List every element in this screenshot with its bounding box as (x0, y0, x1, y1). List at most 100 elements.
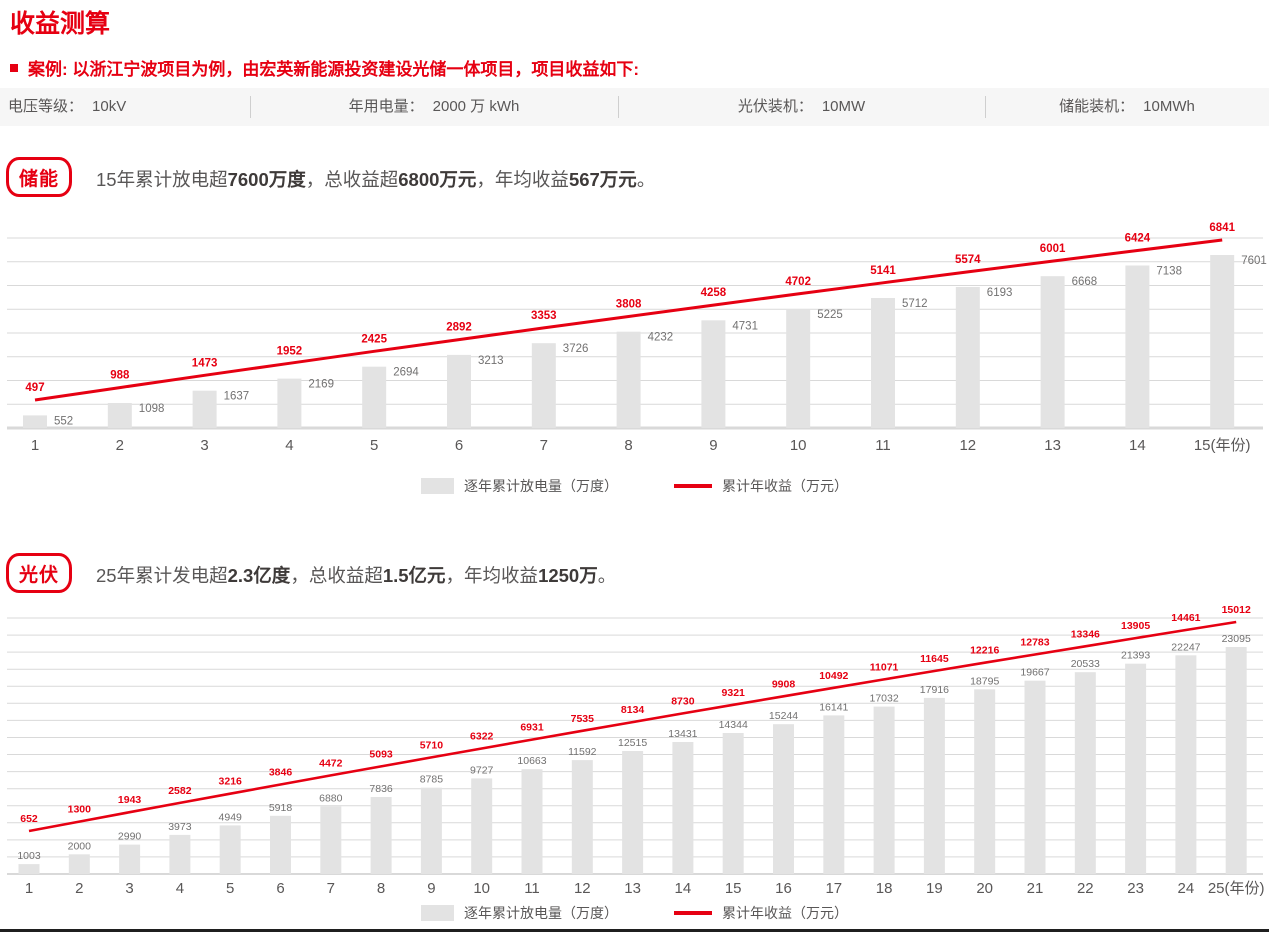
svg-text:2169: 2169 (308, 379, 334, 391)
param-divider (985, 96, 986, 118)
svg-text:1: 1 (25, 880, 33, 897)
svg-text:25(年份): 25(年份) (1208, 880, 1265, 897)
svg-text:3: 3 (200, 437, 208, 454)
svg-text:23: 23 (1127, 880, 1144, 897)
param-label: 储能装机： (1059, 98, 1135, 115)
param-value: 10MWh (1143, 98, 1195, 115)
bar-swatch-icon (421, 478, 454, 494)
case-note-row: 案例: 以浙江宁波项目为例，由宏英新能源投资建设光储一体项目，项目收益如下: (10, 55, 639, 80)
bullet-square-icon (10, 63, 18, 72)
param-label: 光伏装机： (737, 98, 813, 115)
svg-text:24: 24 (1178, 880, 1195, 897)
svg-text:17032: 17032 (869, 693, 898, 705)
param-divider (250, 96, 251, 118)
page-title: 收益测算 (10, 10, 111, 38)
svg-text:4472: 4472 (319, 757, 343, 769)
svg-text:14: 14 (1129, 437, 1146, 454)
svg-text:9908: 9908 (772, 678, 796, 690)
svg-text:4232: 4232 (648, 332, 674, 344)
svg-text:6931: 6931 (520, 722, 544, 734)
legend-item-line: 累计年收益（万元） (674, 903, 848, 923)
svg-text:20533: 20533 (1071, 658, 1100, 670)
line-swatch-icon (674, 911, 712, 915)
svg-text:652: 652 (20, 813, 38, 825)
svg-text:5918: 5918 (269, 802, 293, 814)
param-divider (618, 96, 619, 118)
svg-text:3726: 3726 (563, 343, 589, 355)
svg-text:13: 13 (1044, 437, 1061, 454)
case-note: 案例: 以浙江宁波项目为例，由宏英新能源投资建设光储一体项目，项目收益如下: (28, 60, 640, 79)
svg-text:19667: 19667 (1020, 667, 1049, 679)
svg-text:6668: 6668 (1072, 276, 1098, 288)
svg-text:12216: 12216 (970, 645, 999, 657)
svg-text:15244: 15244 (769, 710, 798, 722)
legend-item-line: 累计年收益（万元） (674, 476, 848, 496)
svg-text:7: 7 (540, 437, 548, 454)
svg-text:9: 9 (709, 437, 717, 454)
svg-text:6424: 6424 (1125, 233, 1151, 245)
svg-text:6001: 6001 (1040, 243, 1066, 255)
svg-text:10492: 10492 (819, 670, 848, 682)
svg-text:3: 3 (125, 880, 133, 897)
svg-text:7535: 7535 (571, 713, 595, 725)
svg-text:15(年份): 15(年份) (1194, 437, 1251, 454)
param-value: 10MW (821, 98, 866, 115)
bar-swatch-icon (421, 905, 454, 921)
svg-text:2: 2 (75, 880, 83, 897)
storage-badge: 储能 (6, 157, 72, 197)
svg-text:19: 19 (926, 880, 943, 897)
svg-text:23095: 23095 (1222, 633, 1251, 645)
svg-text:1952: 1952 (277, 345, 303, 357)
svg-text:3353: 3353 (531, 310, 557, 322)
svg-text:2: 2 (116, 437, 124, 454)
param-annual-consumption: 年用电量： 2000 万 kWh (250, 88, 618, 126)
svg-text:2000: 2000 (68, 840, 92, 852)
svg-text:18795: 18795 (970, 675, 999, 687)
svg-text:3973: 3973 (168, 821, 192, 833)
svg-text:22247: 22247 (1171, 641, 1200, 653)
svg-text:3846: 3846 (269, 767, 293, 779)
svg-text:11592: 11592 (568, 746, 597, 758)
line-swatch-icon (674, 484, 712, 488)
svg-text:18: 18 (876, 880, 893, 897)
pv-badge: 光伏 (6, 553, 72, 593)
svg-text:4: 4 (285, 437, 293, 454)
svg-text:20: 20 (976, 880, 993, 897)
svg-text:5: 5 (226, 880, 234, 897)
param-pv-capacity: 光伏装机： 10MW (618, 88, 985, 126)
legend-item-bar: 逐年累计放电量（万度） (421, 903, 618, 923)
svg-text:6841: 6841 (1209, 222, 1235, 234)
svg-text:8730: 8730 (671, 695, 695, 707)
svg-text:15: 15 (725, 880, 742, 897)
svg-text:13346: 13346 (1071, 628, 1100, 640)
param-value: 2000 万 kWh (432, 98, 520, 115)
svg-text:6: 6 (455, 437, 463, 454)
svg-text:5093: 5093 (369, 748, 393, 760)
svg-text:3213: 3213 (478, 355, 504, 367)
svg-text:497: 497 (25, 382, 44, 394)
svg-text:2990: 2990 (118, 831, 142, 843)
svg-text:17: 17 (825, 880, 842, 897)
param-label: 年用电量： (348, 98, 424, 115)
storage-chart: 552 1 1098 2 1637 3 2169 4 2694 5 3213 6 3726 7 4232 8 4… (7, 222, 1267, 454)
svg-text:21393: 21393 (1121, 650, 1150, 662)
svg-text:21: 21 (1027, 880, 1044, 897)
svg-text:9: 9 (427, 880, 435, 897)
svg-text:5: 5 (370, 437, 378, 454)
svg-text:12515: 12515 (618, 737, 647, 749)
svg-text:6322: 6322 (470, 731, 494, 743)
svg-text:13431: 13431 (668, 728, 697, 740)
svg-text:10663: 10663 (517, 755, 546, 767)
svg-text:5141: 5141 (870, 265, 896, 277)
svg-text:5712: 5712 (902, 298, 928, 310)
svg-text:12: 12 (959, 437, 976, 454)
bottom-border (0, 929, 1269, 932)
project-params-bar: 电压等级： 10kV 年用电量： 2000 万 kWh 光伏装机： 10MW 储能装机… (0, 88, 1269, 126)
svg-text:8134: 8134 (621, 704, 645, 716)
legend-item-bar: 逐年累计放电量（万度） (421, 476, 618, 496)
param-label: 电压等级： (8, 98, 84, 115)
svg-text:14461: 14461 (1171, 612, 1200, 624)
pv-summary: 25年累计发电超2.3亿度，总收益超1.5亿元，年均收益1250万。 (96, 565, 617, 586)
svg-text:4702: 4702 (785, 276, 811, 288)
svg-text:12783: 12783 (1020, 637, 1049, 649)
